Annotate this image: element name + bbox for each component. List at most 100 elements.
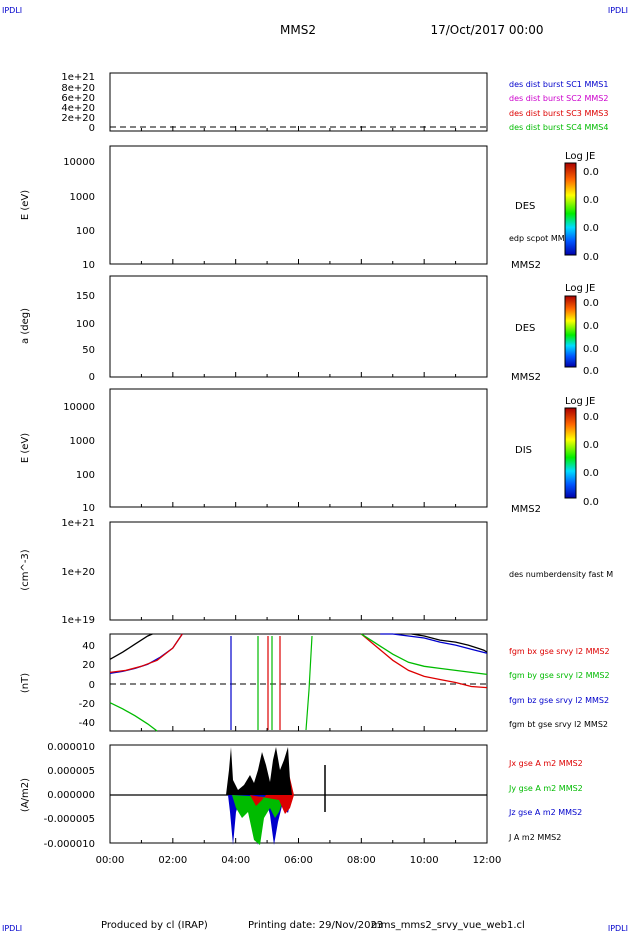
jy-burst [232, 795, 284, 845]
p6-ytick-5: -40 [79, 718, 95, 729]
bfield-series-2 [109, 633, 488, 689]
panel-des-energy-frame [109, 145, 488, 265]
p4-label-dis: DIS [515, 445, 532, 456]
p4-ytick-4: 10 [82, 503, 95, 514]
footer-file-name: mms_mms2_srvy_vue_web1.cl [371, 920, 525, 931]
cb1-title: Log JE [565, 151, 595, 162]
cb3-tick-4: 0.0 [583, 497, 599, 508]
p4-ytick-2: 1000 [70, 436, 95, 447]
p5-ytick-1: 1e+21 [61, 518, 95, 529]
panel-current-frame [109, 744, 488, 844]
p1-ytick-3: 6e+20 [61, 93, 95, 104]
cb1-tick-3: 0.0 [583, 223, 599, 234]
legend-des-mms4: des dist burst SC4 MMS4 [509, 123, 608, 132]
p2-spacecraft: MMS2 [511, 260, 541, 271]
p3-ytick-2: 100 [76, 319, 95, 330]
time-label-5: 10:00 [410, 855, 439, 866]
p7-ytick-3: 0.000000 [47, 790, 95, 801]
cb1-tick-2: 0.0 [583, 195, 599, 206]
p4-ylabel: E (eV) [20, 433, 31, 463]
time-label-4: 08:00 [347, 855, 376, 866]
cb2-tick-2: 0.0 [583, 321, 599, 332]
corner-mark-top-right: IPDLI [608, 6, 628, 15]
legend-jx: Jx gse A m2 MMS2 [508, 759, 583, 768]
p4-ytick-1: 10000 [63, 402, 95, 413]
p2-sublabel: edp scpot MMS2 [509, 234, 575, 243]
p6-ytick-2: 20 [82, 660, 95, 671]
panel-pitch-angle-frame [109, 275, 488, 378]
time-label-6: 12:00 [473, 855, 502, 866]
p2-label-des: DES [515, 201, 535, 212]
p5-ytick-3: 1e+19 [61, 615, 95, 626]
p6-ytick-1: 40 [82, 641, 95, 652]
p7-ytick-1: 0.000010 [47, 742, 95, 753]
legend-bz: fgm bz gse srvy l2 MMS2 [509, 696, 609, 705]
time-label-2: 04:00 [221, 855, 250, 866]
legend-jy: Jy gse A m2 MMS2 [508, 784, 583, 793]
corner-mark-bottom-right: IPDLI [608, 924, 628, 933]
spacecraft-title: MMS2 [280, 23, 316, 37]
legend-des-mms3: des dist burst SC3 MMS3 [509, 109, 608, 118]
p1-ytick-1: 1e+21 [61, 72, 95, 83]
p2-ytick-2: 1000 [70, 192, 95, 203]
corner-mark-top-left: IPDLI [2, 6, 22, 15]
p7-ytick-2: 0.000005 [47, 766, 95, 777]
cb3-tick-2: 0.0 [583, 440, 599, 451]
time-axis: 00:00 02:00 04:00 06:00 08:00 10:00 12:00 [96, 855, 502, 866]
panel-bfield-frame [109, 633, 488, 732]
p1-ytick-2: 8e+20 [61, 83, 95, 94]
date-title: 17/Oct/2017 00:00 [430, 23, 543, 37]
p1-ytick-5: 2e+20 [61, 113, 95, 124]
cb2-title: Log JE [565, 283, 595, 294]
time-label-1: 02:00 [158, 855, 187, 866]
p6-ylabel: (nT) [20, 673, 31, 693]
p6-ytick-4: -20 [79, 699, 95, 710]
p5-ytick-2: 1e+20 [61, 567, 95, 578]
time-axis-ticks [109, 126, 488, 843]
p4-ytick-3: 100 [76, 470, 95, 481]
cb2-tick-3: 0.0 [583, 344, 599, 355]
p7-ytick-4: -0.000005 [44, 814, 95, 825]
p2-ytick-4: 10 [82, 260, 95, 271]
panel-distribution-frame [109, 72, 488, 132]
p3-ylabel: a (deg) [20, 308, 31, 344]
time-label-3: 06:00 [284, 855, 313, 866]
legend-des-mms1: des dist burst SC1 MMS1 [509, 80, 608, 89]
p3-ytick-4: 0 [89, 372, 95, 383]
p2-ytick-1: 10000 [63, 157, 95, 168]
cb2-tick-4: 0.0 [583, 366, 599, 377]
p3-label-des: DES [515, 323, 535, 334]
p4-spacecraft: MMS2 [511, 504, 541, 515]
legend-density: des numberdensity fast M [509, 570, 613, 579]
cb3-tick-3: 0.0 [583, 468, 599, 479]
p7-ytick-5: -0.000010 [44, 839, 95, 850]
footer-producer: Produced by cl (IRAP) [101, 920, 208, 931]
legend-des-mms2: des dist burst SC2 MMS2 [509, 94, 608, 103]
colorbar-2 [564, 295, 577, 368]
p2-ytick-3: 100 [76, 226, 95, 237]
footer-printing-date: Printing date: 29/Nov/2023 [248, 920, 383, 931]
p1-ytick-4: 4e+20 [61, 103, 95, 114]
by-spike-3 [305, 635, 313, 731]
bfield-series-3 [109, 633, 488, 732]
bfield-series-0 [109, 633, 488, 660]
corner-mark-bottom-left: IPDLI [2, 924, 22, 933]
p3-spacecraft: MMS2 [511, 372, 541, 383]
time-label-0: 00:00 [96, 855, 125, 866]
cb3-tick-1: 0.0 [583, 412, 599, 423]
legend-j: J A m2 MMS2 [508, 833, 561, 842]
p5-ylabel: (cm^-3) [20, 549, 31, 590]
colorbar-3 [564, 407, 577, 499]
colorbar-1 [564, 162, 577, 256]
cb3-title: Log JE [565, 396, 595, 407]
legend-jz: Jz gse A m2 MMS2 [508, 808, 582, 817]
legend-bt: fgm bt gse srvy l2 MMS2 [509, 720, 608, 729]
panel-density-frame [109, 521, 488, 621]
p7-ylabel: (A/m2) [20, 778, 31, 812]
jt-burst [226, 747, 292, 795]
p2-ylabel: E (eV) [20, 190, 31, 220]
p3-ytick-3: 50 [82, 345, 95, 356]
p6-ytick-3: 0 [89, 680, 95, 691]
panel-dis-energy-frame [109, 388, 488, 508]
